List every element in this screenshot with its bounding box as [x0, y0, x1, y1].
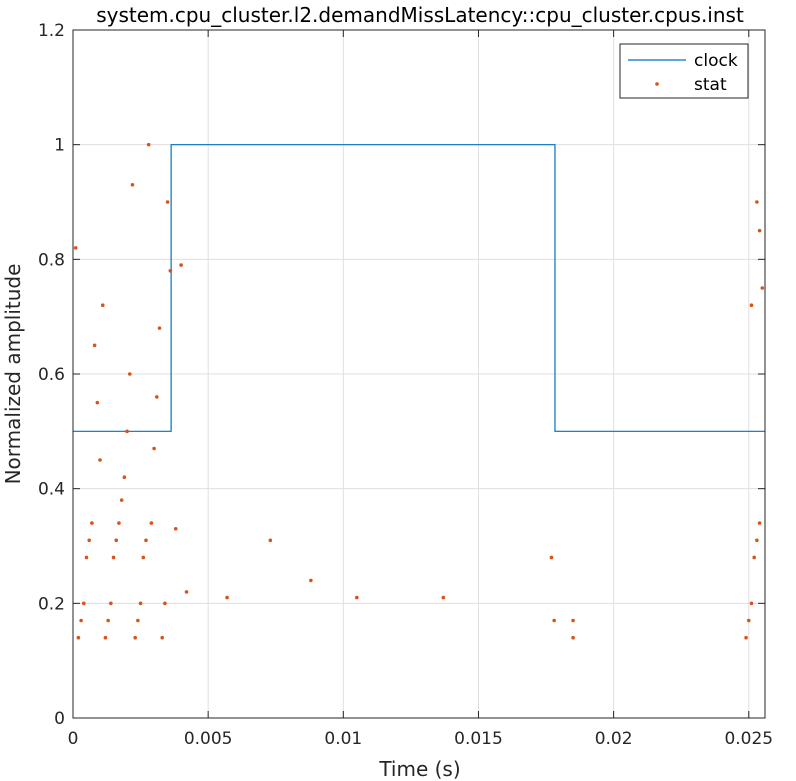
y-tick-label: 1 — [54, 136, 65, 156]
stat-point — [109, 601, 113, 606]
y-tick-label: 0 — [54, 709, 65, 729]
stat-point — [755, 538, 759, 543]
stat-point — [130, 183, 135, 187]
x-axis-title: Time (s) — [378, 757, 460, 781]
stat-point — [141, 555, 146, 560]
stat-point — [152, 446, 156, 451]
y-tick-label: 0.8 — [38, 250, 65, 270]
x-tick-label: 0.015 — [454, 729, 503, 749]
stat-point — [184, 590, 189, 594]
legend: clock stat — [619, 43, 749, 99]
stat-point — [355, 595, 359, 600]
stat-point — [268, 538, 273, 543]
legend-clock-label: clock — [694, 51, 738, 71]
stat-point — [441, 595, 446, 600]
stat-point — [95, 400, 100, 405]
stat-point — [225, 595, 229, 600]
stat-point — [84, 555, 89, 560]
stat-point — [552, 618, 556, 623]
chart-title: system.cpu_cluster.l2.demandMissLatency:… — [96, 3, 744, 27]
stat-point — [749, 601, 754, 606]
legend-box — [619, 43, 749, 99]
stat-point — [309, 578, 313, 583]
stat-point — [746, 618, 751, 623]
stat-point — [168, 269, 173, 273]
stat-point — [119, 498, 124, 502]
stat-point — [144, 538, 148, 543]
stat-point — [757, 228, 762, 233]
stat-point — [114, 538, 119, 543]
stat-point — [103, 635, 108, 640]
stat-point — [749, 303, 754, 308]
stat-point — [90, 521, 94, 525]
stat-point — [757, 521, 762, 525]
stat-point — [160, 635, 165, 640]
x-tick-label: 0.005 — [184, 729, 233, 749]
y-axis-title: Normalized amplitude — [1, 264, 25, 485]
stat-point — [106, 618, 110, 623]
stat-point — [549, 555, 554, 560]
stat-point — [122, 475, 127, 480]
legend-stat-swatch — [655, 82, 659, 86]
stat-point — [76, 635, 81, 640]
stat-point — [73, 246, 78, 250]
y-tick-label: 0.4 — [38, 480, 65, 500]
series-layer — [73, 142, 765, 640]
x-tick-label: 0 — [68, 729, 79, 749]
stat-point — [79, 618, 83, 623]
y-tick-label: 0.6 — [38, 365, 65, 385]
stat-point — [571, 618, 575, 623]
stat-point — [173, 527, 178, 531]
stat-point — [165, 200, 170, 204]
clock-series-line — [73, 144, 765, 432]
stat-point — [100, 303, 105, 308]
stat-point — [154, 395, 159, 399]
stat-point — [136, 618, 140, 623]
stat-point — [752, 555, 756, 560]
legend-stat-label: stat — [694, 75, 727, 95]
x-axis-ticks: 0 0.005 0.01 0.015 0.02 0.025 — [68, 30, 773, 749]
y-tick-label: 1.2 — [38, 21, 65, 41]
x-tick-label: 0.01 — [324, 729, 362, 749]
stat-point — [82, 601, 86, 606]
stat-point — [755, 200, 759, 204]
stat-point — [157, 326, 162, 330]
x-tick-label: 0.025 — [724, 729, 773, 749]
stat-point — [149, 521, 154, 525]
stat-point — [87, 538, 92, 543]
stat-point — [179, 263, 183, 267]
stat-point — [98, 458, 102, 462]
stat-point — [163, 601, 167, 606]
stat-point — [111, 555, 116, 560]
x-tick-label: 0.02 — [595, 729, 633, 749]
stat-point — [138, 601, 143, 606]
stat-point — [133, 635, 137, 640]
stat-point — [127, 372, 132, 376]
stat-point — [117, 521, 121, 525]
stat-point — [125, 429, 129, 434]
stat-point — [146, 142, 151, 147]
y-tick-label: 0.2 — [38, 594, 65, 614]
y-axis-ticks: 0 0.2 0.4 0.6 0.8 1 1.2 — [38, 21, 765, 729]
stat-point — [571, 635, 575, 640]
plot-area: 0 0.005 0.01 0.015 0.02 0.025 0 0.2 0.4 0.6 0.8 1 1… — [38, 21, 773, 749]
stat-point — [744, 635, 748, 640]
stat-point — [760, 286, 765, 290]
stat-point — [92, 343, 97, 348]
